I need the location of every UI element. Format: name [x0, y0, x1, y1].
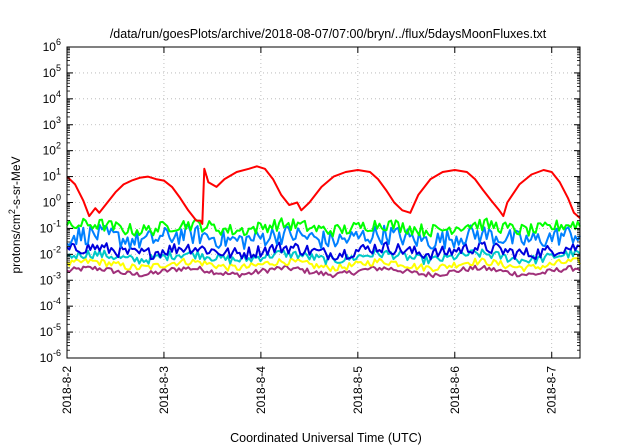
y-tick-label: 10-2: [40, 244, 61, 261]
y-tick-base: 10: [43, 196, 57, 210]
y-tick-label: 10-1: [40, 218, 61, 235]
y-tick-exp: 2: [56, 141, 61, 151]
x-tick-label: 2018-8-2: [60, 366, 74, 414]
y-tick-base: 10: [40, 299, 54, 313]
y-tick-label: 102: [43, 141, 61, 158]
x-tick-label: 2018-8-7: [545, 366, 559, 414]
y-tick-exp: -4: [53, 296, 61, 306]
y-tick-exp: 4: [56, 89, 61, 99]
y-tick-exp: -5: [53, 322, 61, 332]
y-tick-base: 10: [43, 144, 57, 158]
y-tick-label: 10-3: [40, 270, 61, 287]
x-tick-label: 2018-8-3: [157, 366, 171, 414]
y-tick-base: 10: [43, 118, 57, 132]
series-group: [66, 165, 581, 279]
y-tick-label: 100: [43, 193, 61, 210]
x-tick-label: 2018-8-6: [448, 366, 462, 414]
series-line: [66, 217, 581, 238]
y-tick-exp: -6: [53, 348, 61, 358]
y-tick-base: 10: [40, 325, 54, 339]
series-line: [66, 257, 581, 273]
y-tick-exp: 0: [56, 193, 61, 203]
y-tick-base: 10: [40, 247, 54, 261]
y-tick-base: 10: [43, 40, 57, 54]
x-axis-ticks: 2018-8-2 2018-8-3 2018-8-4 2018-8-5 2018-8-6…: [60, 47, 559, 414]
x-tick-label: 2018-8-5: [351, 366, 365, 414]
y-tick-base: 10: [40, 351, 54, 365]
y-axis-label: protons/cm2-s-sr-MeV: [7, 156, 23, 273]
x-axis-label: Coordinated Universal Time (UTC): [230, 431, 422, 445]
y-tick-exp: -1: [53, 218, 61, 228]
y-tick-base: 10: [43, 92, 57, 106]
grid: [67, 47, 580, 358]
chart-title: /data/run/goesPlots/archive/2018-08-07/0…: [110, 27, 547, 41]
y-tick-base: 10: [43, 170, 57, 184]
y-tick-base: 10: [40, 273, 54, 287]
y-tick-label: 103: [43, 115, 61, 132]
y-tick-exp: -3: [53, 270, 61, 280]
y-tick-label: 10-5: [40, 322, 61, 339]
y-tick-label: 106: [43, 37, 61, 54]
y-tick-exp: 6: [56, 37, 61, 47]
y-tick-label: 104: [43, 89, 61, 106]
ylabel-prefix: protons/cm: [9, 214, 23, 273]
y-axis-ticks: 10-610-510-410-310-210-11001011021031041…: [40, 37, 580, 365]
series-line: [66, 248, 581, 266]
series-line: [66, 223, 581, 250]
y-tick-exp: 5: [56, 63, 61, 73]
y-tick-base: 10: [43, 66, 57, 80]
series-line: [66, 165, 581, 225]
y-tick-label: 10-6: [40, 348, 61, 365]
ylabel-sup: 2: [7, 209, 17, 214]
y-tick-exp: -2: [53, 244, 61, 254]
y-tick-base: 10: [40, 221, 54, 235]
series-line: [66, 264, 581, 279]
ylabel-suffix: -s-sr-MeV: [9, 156, 23, 209]
y-tick-exp: 3: [56, 115, 61, 125]
x-tick-label: 2018-8-4: [254, 366, 268, 414]
y-tick-label: 105: [43, 63, 61, 80]
y-tick-label: 101: [43, 167, 61, 184]
y-tick-exp: 1: [56, 167, 61, 177]
y-tick-label: 10-4: [40, 296, 61, 313]
